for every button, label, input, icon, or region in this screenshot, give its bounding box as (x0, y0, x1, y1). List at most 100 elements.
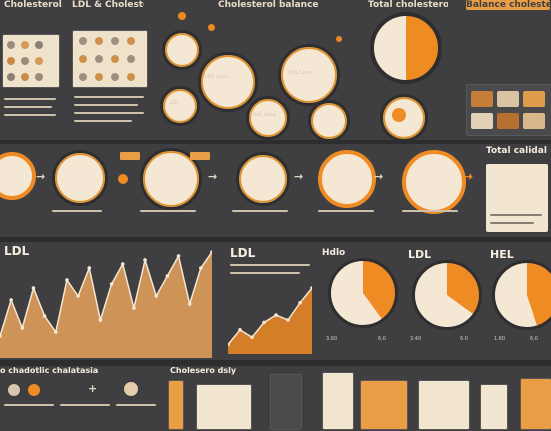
node3-label: LDL (170, 100, 180, 106)
footer-bar (168, 380, 184, 430)
chart-point (109, 282, 114, 286)
pill-icon (392, 108, 406, 122)
text-line (4, 98, 56, 100)
hel-gauge (492, 260, 551, 330)
dot-icon (336, 36, 342, 42)
total-section-title: Total calidal (486, 146, 547, 156)
ldl-mid-area-chart (228, 286, 312, 354)
footer-mid-title: Cholesero dsly (170, 366, 237, 375)
chart-area (228, 288, 312, 354)
text-line (140, 210, 196, 212)
step-circle (402, 150, 466, 214)
food-panel (466, 84, 551, 136)
text-line (4, 106, 52, 108)
chart-point (87, 266, 92, 270)
hdl-node-label: HDL Loos (288, 70, 312, 76)
header-total-cholesterol: Total cholesterol (368, 0, 448, 10)
footer-card (270, 374, 302, 430)
diagram-node (308, 100, 350, 142)
chart-point (0, 334, 2, 338)
ldl-left-title: LDL (4, 244, 30, 258)
ldl-gauge-right: 6.0 (460, 336, 468, 342)
step-circle (236, 152, 290, 206)
chart-point (176, 254, 181, 258)
chart-point (199, 266, 203, 270)
chart-point (286, 318, 290, 322)
row-divider-2 (0, 237, 551, 242)
step-circle (52, 150, 108, 206)
chart-point (250, 335, 254, 340)
chart-point (53, 330, 58, 334)
chart-point (65, 278, 69, 282)
chart-point (187, 302, 192, 306)
text-line (74, 112, 144, 114)
chart-point (20, 326, 25, 330)
text-line (4, 404, 54, 406)
tag (120, 152, 140, 160)
arrow-right-icon: → (294, 170, 304, 183)
text-line (318, 210, 374, 212)
step-circle (0, 152, 36, 200)
arrow-right-icon: → (208, 170, 218, 183)
text-line (230, 272, 300, 274)
hel-gauge-left: 1.60 (494, 336, 506, 342)
pill-blister-1 (2, 34, 60, 88)
text-line (232, 210, 288, 212)
hel-gauge-title: HEL (490, 248, 514, 261)
chart-point (132, 306, 136, 310)
chart-point (165, 274, 170, 278)
diagram-node (246, 96, 290, 140)
chart-point (120, 262, 125, 266)
chart-point (274, 313, 278, 317)
hdl-gauge-title: Hdlo (322, 248, 346, 258)
text-line (74, 104, 138, 106)
flame-icon (178, 12, 186, 20)
node4-label: Chol. data (250, 112, 276, 118)
arrow-right-icon: → (36, 170, 46, 183)
text-line (116, 404, 156, 406)
dot-icon (208, 24, 215, 31)
hdl-gauge-right: 6.0 (378, 336, 386, 342)
total-card (486, 164, 548, 232)
chart-line (0, 251, 212, 337)
text-line (74, 96, 144, 98)
chart-point (98, 318, 103, 322)
text-line (402, 210, 458, 212)
header-cholesterol: Cholesterol (4, 0, 62, 10)
chart-point (310, 286, 312, 290)
footer-card (480, 384, 508, 430)
row-divider-3 (0, 360, 551, 366)
heart-icon (118, 174, 128, 184)
step-circle (318, 150, 376, 208)
text-line (74, 120, 132, 122)
chart-point (9, 298, 13, 302)
chart-area (0, 252, 212, 358)
chart-point (42, 314, 47, 318)
header-cholesterol-balance: Cholesterol balance (218, 0, 319, 10)
footer-card (520, 378, 551, 430)
arrow-right-icon: ➜ (464, 170, 474, 183)
chart-point (238, 328, 242, 332)
footer-card (196, 384, 252, 430)
chart-point (154, 294, 159, 298)
footer-left-title: o chadotlic chalatasia (0, 366, 99, 375)
diagram-node (162, 30, 202, 70)
ldl-gauge-title: LDL (408, 248, 432, 261)
chart-point (262, 320, 266, 325)
chart-point (143, 258, 147, 262)
pill-icon (28, 384, 40, 396)
pill-blister-2 (72, 30, 148, 88)
diagram-node (160, 86, 200, 126)
footer-card (418, 380, 470, 430)
hel-gauge-right: 6.0 (530, 336, 538, 342)
row-divider-1 (0, 140, 551, 144)
pill-icon (8, 384, 20, 396)
text-line (4, 114, 56, 116)
hdl-gauge (328, 258, 398, 328)
chart-point (228, 342, 230, 347)
text-line (230, 264, 310, 266)
chart-line (228, 287, 312, 346)
hdl-gauge-left: 3.60 (326, 336, 338, 342)
footer-card (322, 372, 354, 430)
